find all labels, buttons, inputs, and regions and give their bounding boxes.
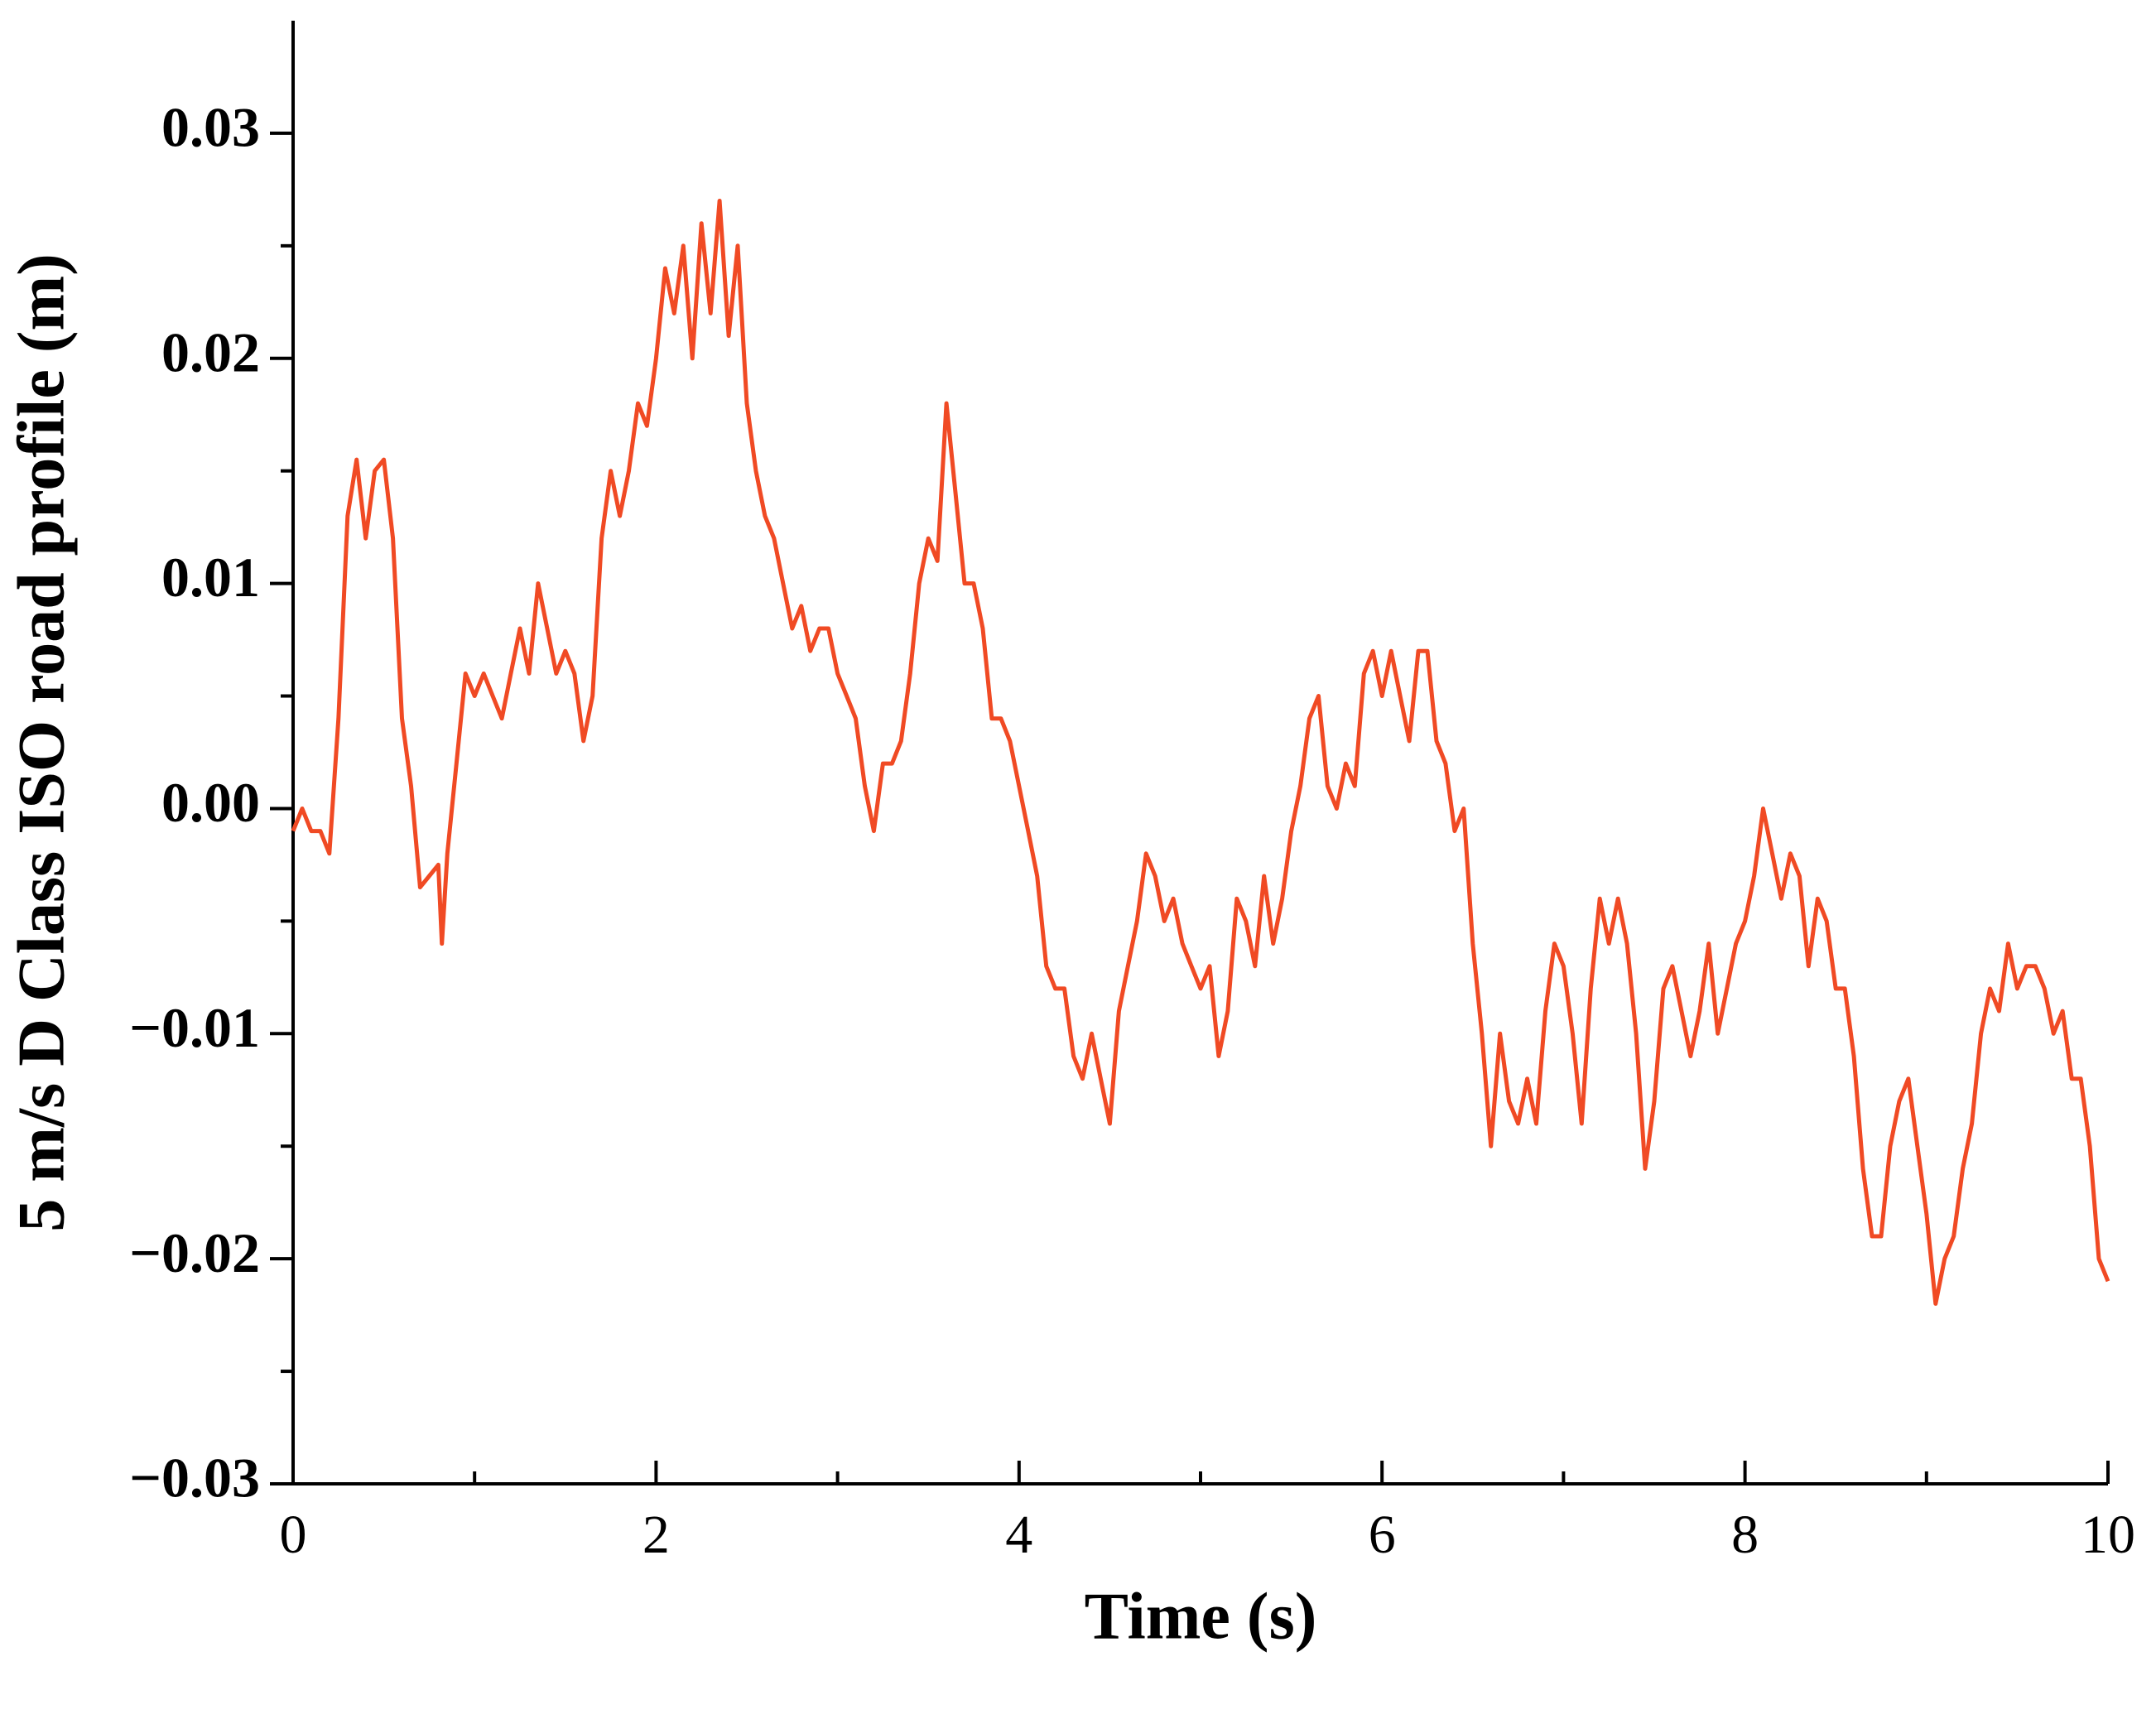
- x-tick-label: 0: [280, 1505, 307, 1565]
- y-tick-label: −0.01: [129, 996, 260, 1059]
- y-tick-label: −0.02: [129, 1221, 260, 1284]
- x-axis-title: Time (s): [1085, 1580, 1317, 1653]
- x-tick-label: 2: [642, 1505, 670, 1565]
- x-tick-label: 4: [1005, 1505, 1032, 1565]
- x-tick-label: 6: [1369, 1505, 1396, 1565]
- y-tick-label: 0.03: [161, 96, 260, 159]
- data-line: [291, 199, 2110, 1306]
- y-axis-title: 5 m/s D Class ISO road profile (m): [5, 253, 78, 1232]
- y-tick-label: 0.01: [161, 546, 260, 609]
- y-tick-label: 0.02: [161, 320, 260, 383]
- x-tick-label: 8: [1731, 1505, 1759, 1565]
- y-tick-label: 0.00: [161, 771, 260, 834]
- y-tick-label: −0.03: [129, 1447, 260, 1510]
- x-tick-label: 10: [2081, 1505, 2135, 1565]
